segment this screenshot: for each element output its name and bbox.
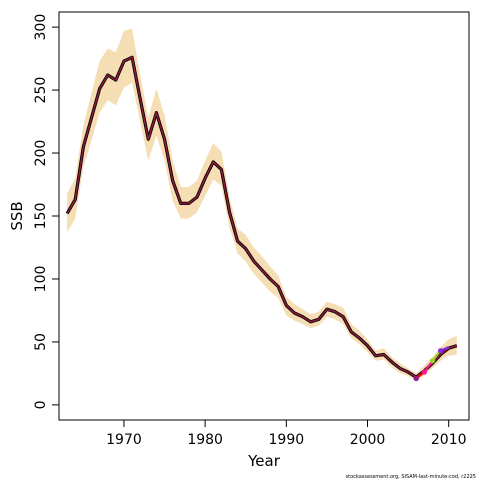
y-axis-label: SSB [8, 201, 26, 230]
ssb-series-line [65, 55, 458, 379]
x-tick-label: 1980 [187, 432, 223, 448]
footnote-text: stockassessment.org, SISAM-last-minute-c… [346, 474, 476, 480]
y-tick-label: 0 [33, 400, 49, 409]
retro-point-4 [437, 348, 444, 354]
y-tick-label: 50 [33, 333, 49, 351]
y-axis: 0 50 100 150 200 250 300 [33, 14, 59, 409]
ssb-series-line-overlay [66, 56, 458, 379]
x-axis: 1970 1980 1990 2000 2010 [106, 420, 467, 448]
y-tick-label: 200 [33, 140, 49, 167]
retro-point-3 [429, 358, 436, 364]
ssb-confidence-band [67, 28, 457, 382]
retro-point-start [413, 375, 419, 382]
y-tick-label: 250 [33, 77, 49, 104]
retro-point-2 [421, 369, 427, 375]
line-layer [65, 55, 458, 380]
x-axis-label: Year [247, 452, 281, 470]
x-tick-label: 1970 [106, 432, 142, 448]
y-tick-label: 100 [33, 266, 49, 293]
confidence-band-layer [67, 28, 457, 382]
x-tick-label: 2000 [350, 432, 386, 448]
y-tick-label: 300 [33, 14, 49, 41]
x-tick-label: 2010 [431, 432, 467, 448]
point-layer [413, 348, 444, 382]
x-tick-label: 1990 [269, 432, 305, 448]
y-tick-label: 150 [33, 203, 49, 230]
